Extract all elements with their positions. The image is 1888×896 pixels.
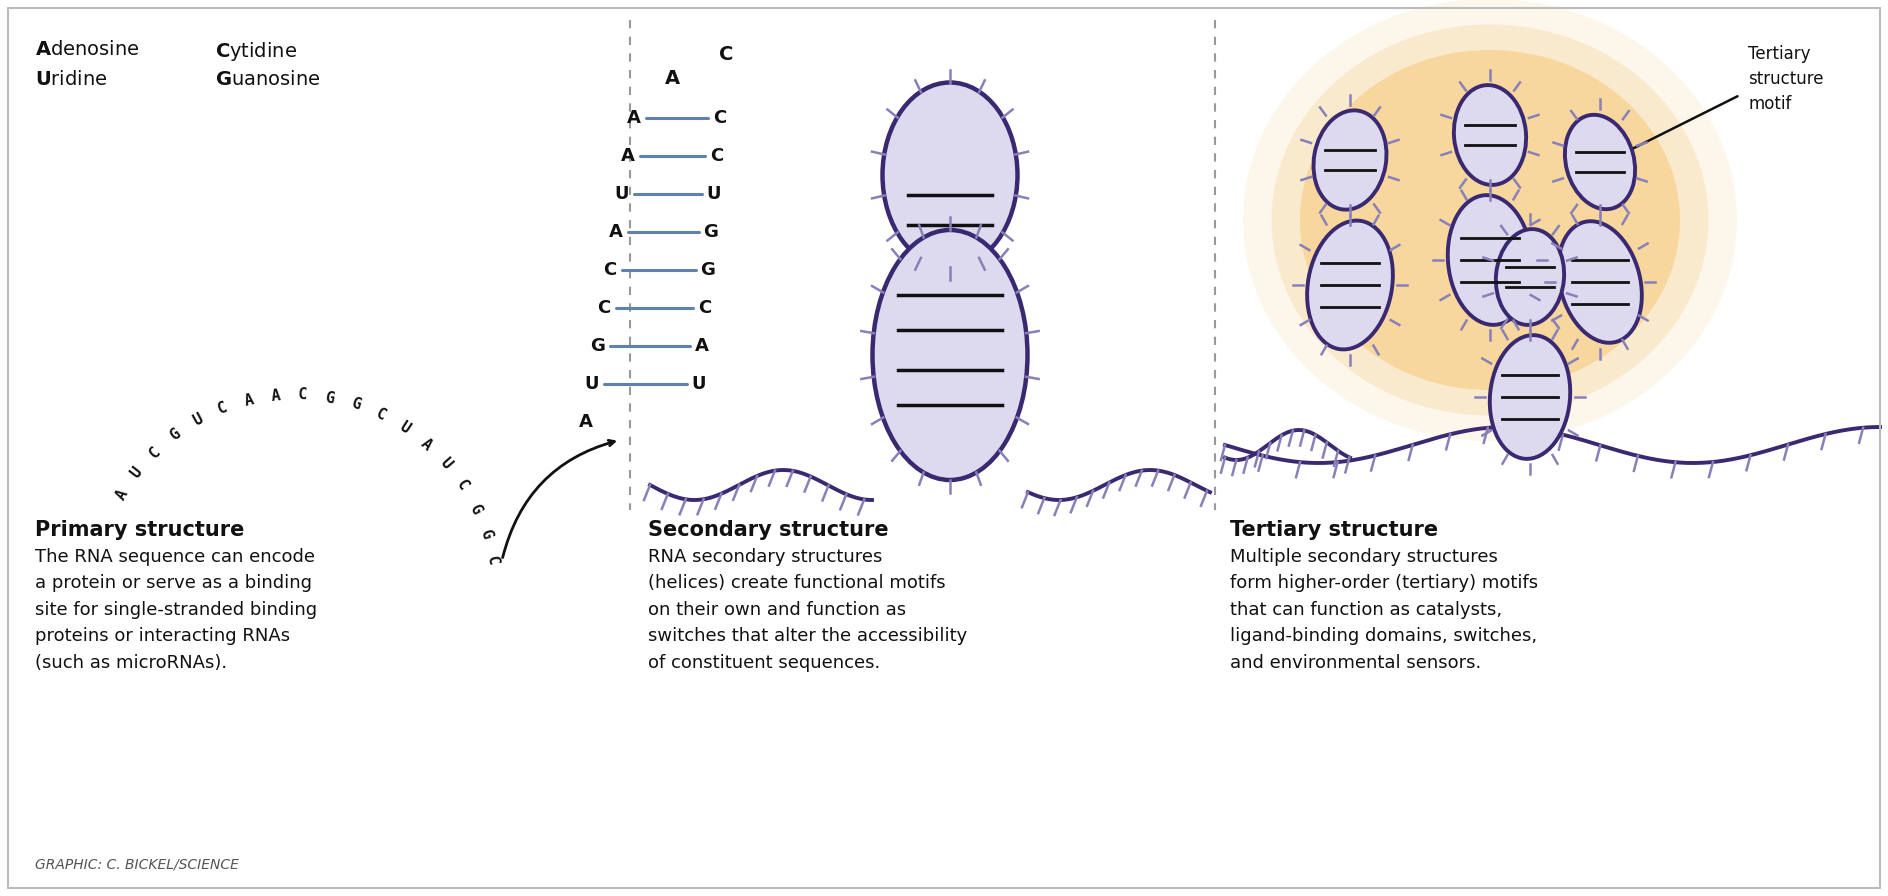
Text: A: A bbox=[621, 147, 634, 165]
Text: RNA secondary structures
(helices) create functional motifs
on their own and fun: RNA secondary structures (helices) creat… bbox=[648, 548, 967, 672]
Text: U: U bbox=[615, 185, 629, 203]
Text: C: C bbox=[453, 478, 470, 493]
Text: U: U bbox=[396, 419, 413, 436]
Text: A: A bbox=[610, 223, 623, 241]
Text: $\mathbf{U}$ridine: $\mathbf{U}$ridine bbox=[36, 70, 108, 89]
Ellipse shape bbox=[1314, 110, 1386, 210]
Ellipse shape bbox=[1306, 220, 1393, 349]
Text: A: A bbox=[113, 487, 130, 503]
Text: A: A bbox=[417, 435, 434, 453]
Text: C: C bbox=[714, 109, 727, 127]
Text: $\mathbf{A}$denosine: $\mathbf{A}$denosine bbox=[36, 40, 140, 59]
Text: C: C bbox=[298, 387, 308, 403]
Ellipse shape bbox=[1490, 335, 1571, 459]
Text: G: G bbox=[704, 223, 719, 241]
Ellipse shape bbox=[1558, 221, 1643, 343]
Text: A: A bbox=[665, 68, 680, 88]
Text: The RNA sequence can encode
a protein or serve as a binding
site for single-stra: The RNA sequence can encode a protein or… bbox=[36, 548, 317, 672]
Text: C: C bbox=[710, 147, 723, 165]
Text: Primary structure: Primary structure bbox=[36, 520, 244, 540]
Text: C: C bbox=[483, 555, 500, 566]
Ellipse shape bbox=[1565, 115, 1635, 209]
Text: A: A bbox=[270, 388, 281, 404]
Ellipse shape bbox=[1495, 229, 1563, 325]
Ellipse shape bbox=[1301, 50, 1680, 390]
Text: C: C bbox=[597, 299, 610, 317]
Text: C: C bbox=[699, 299, 712, 317]
Text: GRAPHIC: C. BICKEL/SCIENCE: GRAPHIC: C. BICKEL/SCIENCE bbox=[36, 858, 240, 872]
Text: G: G bbox=[325, 390, 336, 406]
Ellipse shape bbox=[1242, 0, 1737, 441]
Text: U: U bbox=[436, 455, 455, 472]
Ellipse shape bbox=[1448, 195, 1533, 325]
Text: C: C bbox=[215, 400, 230, 417]
Text: A: A bbox=[580, 413, 593, 431]
Ellipse shape bbox=[882, 82, 1018, 268]
Text: $\mathbf{C}$ytidine: $\mathbf{C}$ytidine bbox=[215, 40, 296, 63]
Text: U: U bbox=[706, 185, 721, 203]
Text: Tertiary structure: Tertiary structure bbox=[1229, 520, 1439, 540]
Text: U: U bbox=[128, 464, 145, 480]
Text: C: C bbox=[147, 444, 164, 461]
Text: A: A bbox=[695, 337, 708, 355]
Text: Tertiary
structure
motif: Tertiary structure motif bbox=[1748, 45, 1824, 113]
Text: G: G bbox=[168, 426, 183, 444]
Text: A: A bbox=[244, 392, 255, 409]
Text: G: G bbox=[700, 261, 716, 279]
Text: Secondary structure: Secondary structure bbox=[648, 520, 889, 540]
Text: G: G bbox=[478, 528, 495, 540]
Text: U: U bbox=[691, 375, 706, 393]
Ellipse shape bbox=[1271, 24, 1709, 416]
Text: U: U bbox=[191, 411, 206, 428]
Text: C: C bbox=[604, 261, 617, 279]
Text: $\mathbf{G}$uanosine: $\mathbf{G}$uanosine bbox=[215, 70, 321, 89]
Text: G: G bbox=[349, 396, 362, 413]
Text: U: U bbox=[585, 375, 598, 393]
Text: G: G bbox=[466, 502, 483, 516]
Text: C: C bbox=[374, 406, 389, 423]
Text: C: C bbox=[719, 46, 733, 65]
Ellipse shape bbox=[872, 230, 1027, 480]
Text: Multiple secondary structures
form higher-order (tertiary) motifs
that can funct: Multiple secondary structures form highe… bbox=[1229, 548, 1539, 672]
Text: A: A bbox=[627, 109, 640, 127]
Text: G: G bbox=[591, 337, 606, 355]
Ellipse shape bbox=[1454, 85, 1526, 185]
